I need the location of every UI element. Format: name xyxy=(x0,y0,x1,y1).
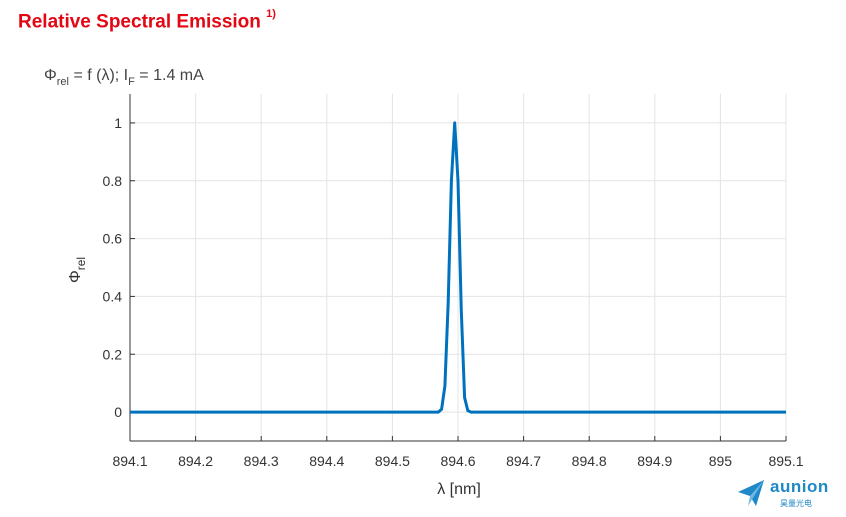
y-axis-ticks: 0 0.2 0.4 0.6 0.8 1 xyxy=(103,115,135,420)
grid-lines xyxy=(129,94,787,441)
series-line xyxy=(130,121,786,414)
heading-text: Relative Spectral Emission xyxy=(18,11,261,33)
section-heading: Relative Spectral Emission 1) xyxy=(18,8,276,33)
paper-plane-icon xyxy=(738,480,764,506)
x-axis-ticks: 894.1 894.2 894.3 894.4 894.5 894.6 894.7 894.8… xyxy=(112,436,804,469)
y-tick-label: 0.2 xyxy=(103,346,123,362)
x-tick-label: 894.3 xyxy=(244,453,279,469)
chart-title-rel: rel xyxy=(57,76,69,88)
logo-word: aunion xyxy=(770,477,829,496)
aunion-logo: aunion 昊量光电 xyxy=(736,476,840,512)
chart-title-phi: Φ xyxy=(44,67,57,84)
chart-title-end: = 1.4 mA xyxy=(135,67,204,84)
y-tick-label: 0 xyxy=(114,404,122,420)
logo-subtitle: 昊量光电 xyxy=(780,499,812,508)
x-tick-label: 894.9 xyxy=(637,453,672,469)
x-tick-label: 894.2 xyxy=(178,453,213,469)
x-tick-label: 895 xyxy=(709,453,733,469)
y-tick-label: 0.8 xyxy=(103,173,123,189)
series-layer xyxy=(130,121,786,414)
x-tick-label: 894.5 xyxy=(375,453,410,469)
y-tick-label: 0.4 xyxy=(103,288,123,304)
y-tick-label: 1 xyxy=(114,115,122,131)
x-tick-label: 894.6 xyxy=(440,453,475,469)
x-tick-label: 895.1 xyxy=(768,453,803,469)
x-tick-label: 894.7 xyxy=(506,453,541,469)
x-tick-label: 894.1 xyxy=(112,453,147,469)
y-axis-label: Φrel xyxy=(67,257,88,283)
chart-title: Φrel = f (λ); IF = 1.4 mA xyxy=(44,67,204,88)
x-tick-label: 894.4 xyxy=(309,453,344,469)
chart-title-mid: = f (λ); I xyxy=(69,67,128,84)
y-axis-label-symbol: Φ xyxy=(67,270,84,283)
chart-title-f: F xyxy=(128,76,135,88)
heading-footnote: 1) xyxy=(266,8,276,20)
x-tick-label: 894.8 xyxy=(572,453,607,469)
x-axis-label: λ [nm] xyxy=(437,481,481,498)
y-tick-label: 0.6 xyxy=(103,231,123,247)
y-axis-label-sub: rel xyxy=(74,257,88,270)
